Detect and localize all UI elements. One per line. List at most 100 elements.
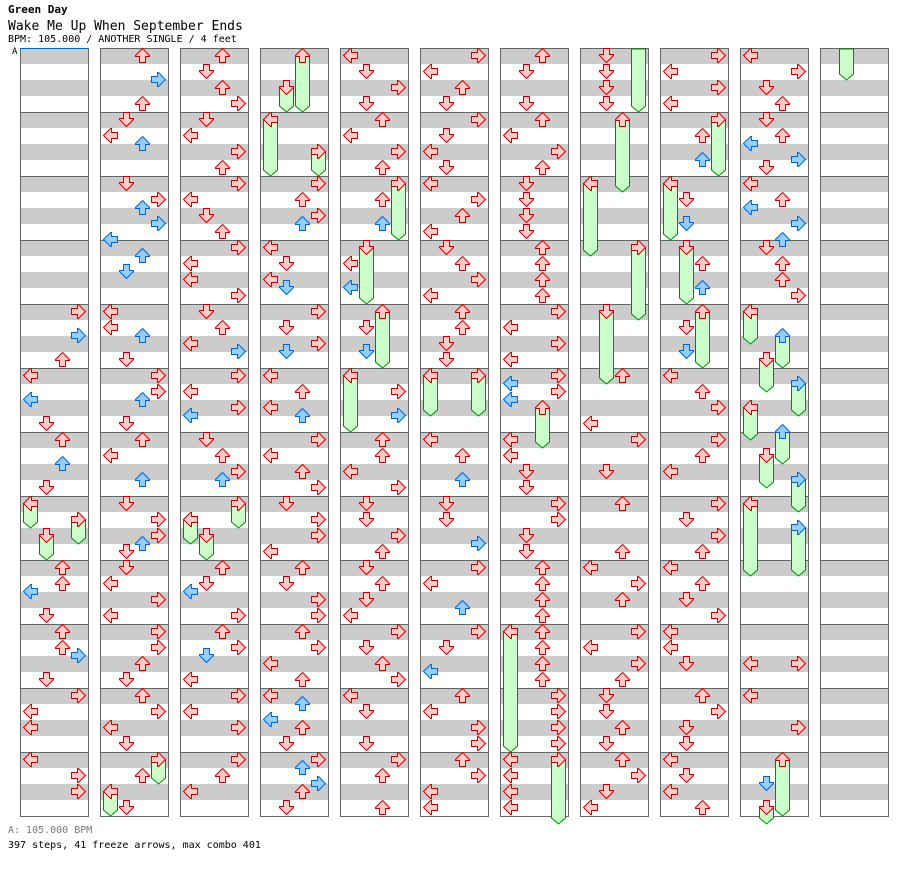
stripe <box>660 576 728 592</box>
arrow-up-icon <box>135 535 150 551</box>
arrow-right-icon <box>231 720 247 735</box>
stripe <box>500 192 568 208</box>
arrow-up-icon <box>215 159 230 175</box>
stripe <box>180 416 248 432</box>
arrow-up-icon <box>215 223 230 239</box>
stripe <box>100 176 168 192</box>
arrow-up-icon <box>295 463 310 479</box>
arrow-right-icon <box>471 536 487 551</box>
arrow-right-icon <box>791 152 807 167</box>
stripe <box>740 576 808 592</box>
stripe <box>740 240 808 256</box>
stripe <box>100 560 168 576</box>
arrow-down-icon <box>759 112 774 128</box>
arrow-down-icon <box>279 280 294 296</box>
arrow-left-icon <box>422 368 438 383</box>
arrow-right-icon <box>551 752 567 767</box>
stripe <box>260 560 328 576</box>
stripe <box>260 192 328 208</box>
arrow-left-icon <box>662 624 678 639</box>
stripe <box>100 144 168 160</box>
arrow-left-icon <box>502 128 518 143</box>
freeze-body <box>503 631 518 753</box>
arrow-down-icon <box>359 512 374 528</box>
arrow-up-icon <box>775 327 790 343</box>
stripe <box>420 512 488 528</box>
arrow-up-icon <box>135 247 150 263</box>
stripe <box>20 80 88 96</box>
stripe <box>100 400 168 416</box>
stripe <box>660 352 728 368</box>
arrow-down-icon <box>759 352 774 368</box>
arrow-up-icon <box>535 655 550 671</box>
arrow-down-icon <box>359 704 374 720</box>
stripe <box>660 448 728 464</box>
stripe <box>820 800 888 816</box>
arrow-left-icon <box>502 800 518 815</box>
stripe <box>20 448 88 464</box>
stripe <box>20 672 88 688</box>
stripe <box>820 752 888 768</box>
arrow-up-icon <box>535 639 550 655</box>
arrow-up-icon <box>775 231 790 247</box>
stripe <box>420 416 488 432</box>
arrow-down-icon <box>199 576 214 592</box>
arrow-down-icon <box>359 344 374 360</box>
arrow-left-icon <box>342 128 358 143</box>
arrow-down-icon <box>439 96 454 112</box>
stripe <box>820 112 888 128</box>
stripe <box>20 128 88 144</box>
stripe <box>420 448 488 464</box>
arrow-right-icon <box>631 576 647 591</box>
arrow-right-icon <box>391 624 407 639</box>
arrow-down-icon <box>759 448 774 464</box>
arrow-down-icon <box>199 528 214 544</box>
arrow-right-icon <box>791 472 807 487</box>
arrow-down-icon <box>519 176 534 192</box>
stripe <box>660 592 728 608</box>
stripe <box>580 528 648 544</box>
arrow-left-icon <box>742 176 758 191</box>
stripe <box>820 496 888 512</box>
stripe <box>580 384 648 400</box>
arrow-right-icon <box>551 720 567 735</box>
stripe <box>20 800 88 816</box>
freeze-body <box>391 183 406 241</box>
arrow-down-icon <box>39 480 54 496</box>
stripe <box>100 352 168 368</box>
arrow-up-icon <box>295 783 310 799</box>
arrow-up-icon <box>615 671 630 687</box>
arrow-down-icon <box>359 560 374 576</box>
arrow-left-icon <box>262 368 278 383</box>
arrow-right-icon <box>151 624 167 639</box>
arrow-left-icon <box>502 768 518 783</box>
freeze-body <box>295 55 310 113</box>
stripe <box>580 688 648 704</box>
arrow-right-icon <box>311 608 327 623</box>
stripe <box>420 464 488 480</box>
stripe <box>340 96 408 112</box>
chart-column <box>180 47 249 817</box>
stripe <box>180 208 248 224</box>
stripe <box>580 608 648 624</box>
arrow-left-icon <box>662 368 678 383</box>
freeze-body <box>663 183 678 241</box>
stripe <box>340 640 408 656</box>
stripe <box>500 544 568 560</box>
arrow-up-icon <box>775 127 790 143</box>
arrow-right-icon <box>231 288 247 303</box>
arrow-up-icon <box>215 447 230 463</box>
arrow-left-icon <box>422 664 438 679</box>
arrow-down-icon <box>279 576 294 592</box>
freeze-body <box>263 119 278 177</box>
stripe <box>420 320 488 336</box>
arrow-up-icon <box>695 303 710 319</box>
stripe <box>420 336 488 352</box>
arrow-down-icon <box>759 160 774 176</box>
stripe <box>340 304 408 320</box>
stripe <box>340 656 408 672</box>
arrow-right-icon <box>471 736 487 751</box>
stripe <box>740 224 808 240</box>
stripe <box>660 544 728 560</box>
arrow-down-icon <box>359 240 374 256</box>
